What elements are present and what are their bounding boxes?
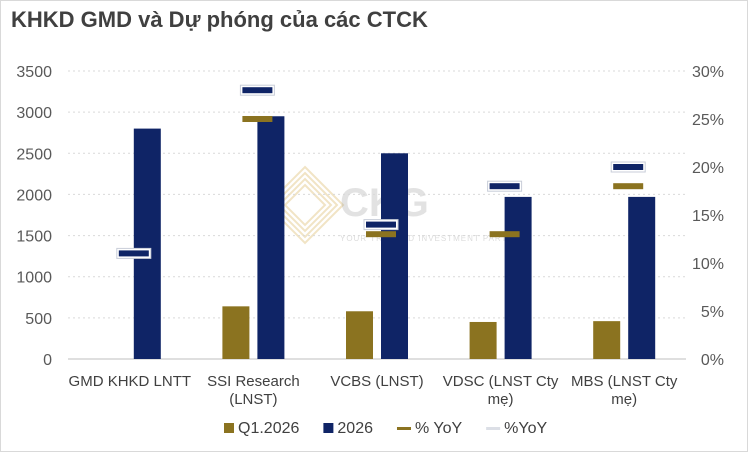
bar-q1-2026 (593, 321, 621, 359)
y-right-tick-label: 5% (701, 304, 724, 321)
y-right-tick-label: 0% (701, 352, 724, 369)
legend-label: % YoY (415, 420, 462, 437)
marker-yoy-gold (366, 231, 396, 238)
category-label: VDSC (LNST Cty (443, 373, 559, 390)
gridlines (68, 70, 686, 360)
legend-swatch (224, 423, 234, 433)
bar-2026 (133, 128, 161, 359)
bar-q1-2026 (469, 321, 497, 359)
category-label: SSI Research (207, 373, 300, 390)
y-left-tick-label: 1000 (16, 270, 52, 287)
y-axis-left: 0 500 1000 1500 2000 2500 3000 3500 (16, 64, 52, 369)
y-left-tick-label: 1500 (16, 229, 52, 246)
category-label: MBS (LNST Cty (571, 373, 678, 390)
y-left-tick-label: 2500 (16, 146, 52, 163)
marker-yoy-navy (489, 183, 520, 190)
watermark-tagline: YOUR TRUSTED INVESTMENT PARTNER (340, 234, 527, 243)
legend-label: Q1.2026 (238, 420, 299, 437)
legend-swatch (396, 427, 411, 430)
y-left-tick-label: 2000 (16, 187, 52, 204)
x-axis-labels: GMD KHKD LNTT SSI Research(LNST) VCBS (LNS… (69, 373, 678, 408)
bar-2026 (257, 116, 285, 359)
y-right-tick-label: 20% (692, 160, 724, 177)
y-right-tick-label: 25% (692, 112, 724, 129)
category-label: mẹ) (611, 391, 637, 408)
bar-2026 (504, 196, 532, 359)
category-label: mẹ) (488, 391, 514, 408)
y-left-tick-label: 0 (43, 352, 52, 369)
marker-yoy-navy (242, 87, 273, 94)
marker-yoy-navy (613, 164, 644, 170)
marker-yoy-navy (366, 221, 396, 228)
marker-yoy-gold (613, 183, 644, 190)
category-label: GMD KHKD LNTT (69, 373, 192, 390)
bar-2026 (628, 196, 656, 359)
bars (133, 116, 656, 359)
legend-swatch (486, 427, 501, 430)
bar-2026 (381, 153, 408, 359)
chart-title: KHKD GMD và Dự phóng của các CTCK (11, 7, 428, 32)
y-left-tick-label: 500 (25, 311, 52, 328)
marker-yoy-gold (242, 116, 273, 122)
legend-label: %YoY (504, 420, 547, 437)
markers (116, 84, 646, 259)
y-right-tick-label: 15% (692, 208, 724, 225)
y-right-tick-label: 10% (692, 256, 724, 273)
y-right-tick-label: 30% (692, 64, 724, 81)
y-left-tick-label: 3500 (16, 64, 52, 81)
legend: Q1.2026 2026 % YoY %YoY (224, 420, 547, 437)
bar-q1-2026 (346, 311, 373, 359)
marker-yoy-navy (118, 250, 149, 257)
y-left-tick-label: 3000 (16, 105, 52, 122)
watermark-logo-line (283, 183, 327, 227)
category-label: (LNST) (229, 391, 277, 408)
legend-label: 2026 (337, 420, 373, 437)
watermark-logo-line (277, 177, 333, 233)
marker-yoy-gold (489, 231, 520, 238)
bar-q1-2026 (222, 306, 250, 359)
y-axis-right: 0% 5% 10% 15% 20% 25% 30% (692, 64, 724, 369)
legend-swatch (323, 423, 334, 433)
category-label: VCBS (LNST) (330, 373, 423, 390)
